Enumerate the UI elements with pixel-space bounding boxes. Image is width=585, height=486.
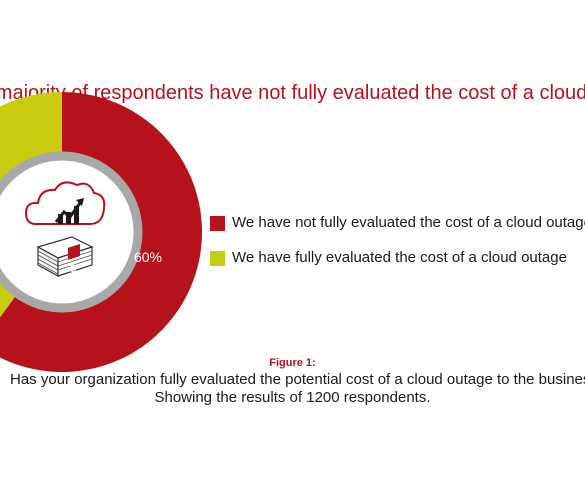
chart-title-text: A majority of respondents have not fully…	[0, 82, 585, 104]
chart-title: A majority of respondents have not fully…	[0, 78, 585, 108]
cloud-chart-icon	[24, 181, 106, 225]
legend-label: We have fully evaluated the cost of a cl…	[232, 249, 567, 266]
donut-slice-1	[0, 92, 62, 318]
figure-question: Has your organization fully evaluated th…	[10, 371, 585, 388]
legend-swatch-red	[210, 216, 225, 231]
donut-slices	[0, 92, 202, 372]
svg-text:$: $	[70, 263, 76, 275]
donut-slice-0	[0, 92, 202, 372]
legend-label: We have not fully evaluated the cost of …	[232, 214, 585, 231]
figure-note: Showing the results of 1200 respondents.	[154, 389, 431, 406]
slice-labels: 60%	[134, 249, 162, 265]
figure-caption: Figure 1: Has your organization fully ev…	[0, 355, 585, 407]
money-stack-icon: $	[36, 236, 94, 278]
slice-value-label: 60%	[134, 249, 162, 265]
figure-label: Figure 1:	[269, 357, 316, 369]
legend: We have not fully evaluated the cost of …	[210, 212, 585, 292]
legend-swatch-yellow	[210, 251, 225, 266]
